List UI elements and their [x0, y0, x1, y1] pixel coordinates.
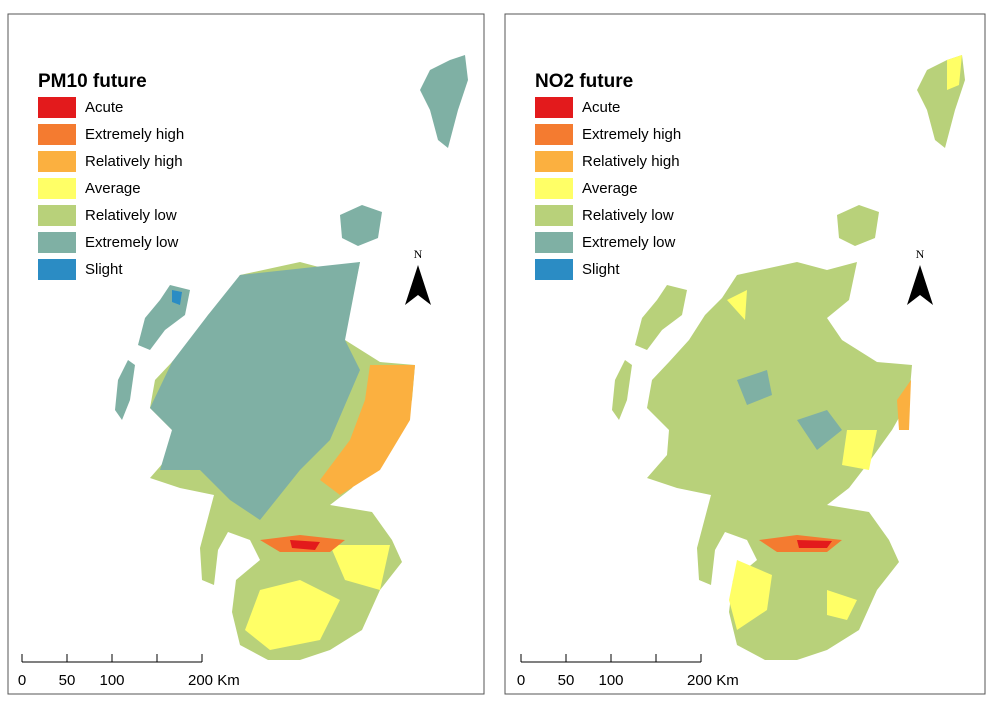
zone-average — [245, 545, 390, 650]
legend-swatch — [535, 124, 573, 145]
north-arrow — [405, 265, 431, 305]
legend-label: Acute — [85, 99, 123, 116]
zone-slight — [172, 290, 182, 305]
legend-label: Average — [85, 180, 141, 197]
legend-label: Extremely high — [85, 126, 184, 143]
map-panel-right — [504, 13, 986, 695]
zone-extremely-low — [150, 262, 360, 520]
legend-swatch — [535, 178, 573, 199]
map-panel-left — [7, 13, 485, 695]
legend-label: Acute — [582, 99, 620, 116]
legend-label: Relatively high — [85, 153, 183, 170]
north-label: N — [414, 247, 423, 261]
legend-label: Slight — [85, 261, 123, 278]
legend-label: Extremely low — [85, 234, 179, 251]
legend-swatch — [38, 97, 76, 118]
north-arrow — [907, 265, 933, 305]
legend-swatch — [535, 259, 573, 280]
zone-average — [727, 290, 877, 630]
scale-label: 0 — [517, 672, 525, 689]
legend-swatch — [535, 151, 573, 172]
scale-label: 50 — [59, 672, 76, 689]
legend-label: Relatively low — [85, 207, 177, 224]
legend-label: Relatively high — [582, 153, 680, 170]
zone-acute — [290, 540, 320, 550]
legend-swatch — [38, 151, 76, 172]
legend-title: NO2 future — [535, 71, 633, 92]
legend-label: Extremely low — [582, 234, 676, 251]
scale-label: 200 Km — [687, 672, 739, 689]
legend-label: Extremely high — [582, 126, 681, 143]
scale-label: 100 — [598, 672, 623, 689]
scale-bar — [520, 654, 702, 663]
legend-swatch — [535, 232, 573, 253]
north-label: N — [916, 247, 925, 261]
legend-swatch — [38, 232, 76, 253]
legend-label: Relatively low — [582, 207, 674, 224]
region-map — [612, 55, 965, 660]
scale-bar — [21, 654, 203, 663]
zone-average — [947, 55, 962, 90]
legend-swatch — [38, 205, 76, 226]
zone-extremely-low — [737, 370, 842, 450]
legend-swatch — [38, 259, 76, 280]
zone-relatively-high — [320, 365, 415, 495]
legend-swatch — [535, 97, 573, 118]
scale-label: 50 — [558, 672, 575, 689]
legend-swatch — [535, 205, 573, 226]
scale-label: 0 — [18, 672, 26, 689]
scale-label: 200 Km — [188, 672, 240, 689]
zone-acute — [797, 540, 832, 548]
legend-swatch — [38, 124, 76, 145]
legend-title: PM10 future — [38, 71, 147, 92]
zone-relatively-high — [897, 380, 911, 430]
legend-label: Average — [582, 180, 638, 197]
legend-label: Slight — [582, 261, 620, 278]
legend-swatch — [38, 178, 76, 199]
region-map — [115, 55, 468, 660]
scale-label: 100 — [99, 672, 124, 689]
